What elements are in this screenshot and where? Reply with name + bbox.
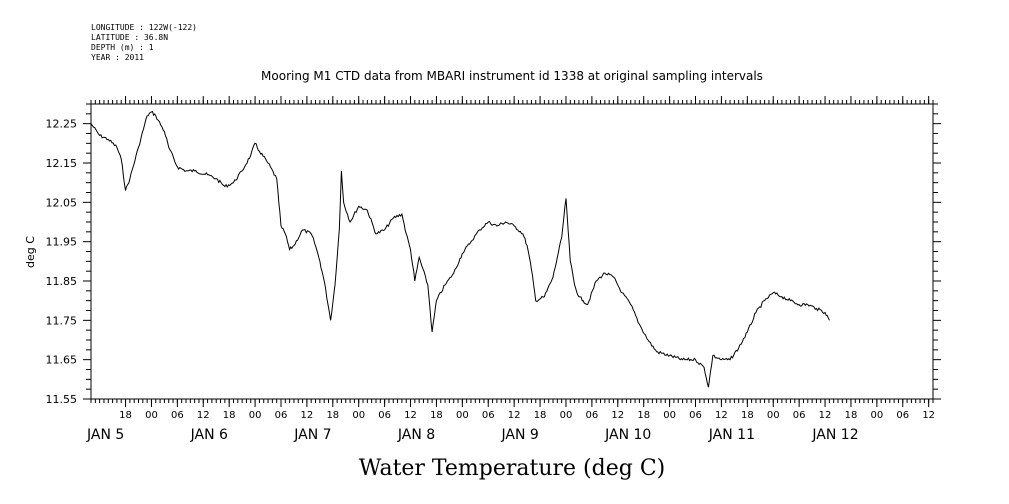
x-hour-tick-label: 18 (845, 410, 858, 421)
chart-title: Mooring M1 CTD data from MBARI instrumen… (261, 69, 763, 83)
metadata-block: LONGITUDE : 122W(-122) LATITUDE : 36.8N … (91, 23, 197, 62)
meta-longitude: LONGITUDE : 122W(-122) (91, 23, 197, 32)
x-axis-label: Water Temperature (deg C) (359, 456, 666, 481)
y-tick-label: 11.75 (46, 314, 78, 327)
x-hour-tick-label: 06 (896, 410, 909, 421)
x-hour-tick-label: 18 (637, 410, 650, 421)
x-hour-tick-label: 18 (119, 410, 132, 421)
x-day-label: JAN 6 (190, 427, 228, 443)
y-tick-label: 11.95 (46, 236, 78, 249)
x-hour-tick-label: 18 (534, 410, 547, 421)
x-day-label: JAN 10 (604, 427, 651, 443)
x-hour-tick-label: 00 (456, 410, 469, 421)
x-hour-tick-label: 00 (767, 410, 780, 421)
x-hour-tick-label: 06 (171, 410, 184, 421)
x-hour-tick-label: 12 (715, 410, 728, 421)
x-hour-tick-label: 00 (560, 410, 573, 421)
x-hour-tick-label: 06 (275, 410, 288, 421)
x-hour-tick-label: 18 (741, 410, 754, 421)
series-line (90, 110, 830, 388)
y-tick-label: 11.65 (46, 354, 78, 367)
y-axis-ticks: 11.55 11.65 11.75 11.85 11.95 12.05 12.15 12.25 (46, 103, 941, 406)
meta-year: YEAR : 2011 (91, 53, 144, 62)
x-day-label: JAN 9 (501, 427, 539, 443)
x-hour-tick-label: 12 (922, 410, 935, 421)
x-hour-tick-label: 12 (301, 410, 314, 421)
y-tick-label: 12.25 (46, 118, 78, 131)
x-hour-tick-label: 06 (689, 410, 702, 421)
x-hour-tick-label: 06 (586, 410, 599, 421)
x-hour-tick-label: 06 (793, 410, 806, 421)
x-hour-tick-label: 12 (197, 410, 210, 421)
meta-depth: DEPTH (m) : 1 (91, 43, 154, 52)
x-minor-ticks (90, 100, 934, 403)
x-hour-tick-label: 18 (326, 410, 339, 421)
x-hour-tick-label: 18 (223, 410, 236, 421)
series-layer (90, 110, 830, 388)
y-axis-label: deg C (24, 236, 37, 268)
y-tick-label: 11.85 (46, 275, 78, 288)
x-hour-tick-label: 00 (663, 410, 676, 421)
x-day-label: JAN 8 (397, 427, 435, 443)
y-tick-label: 11.55 (46, 393, 78, 406)
meta-latitude: LATITUDE : 36.8N (91, 33, 168, 42)
x-day-label: JAN 11 (708, 427, 755, 443)
x-hour-tick-label: 00 (249, 410, 262, 421)
y-tick-label: 12.15 (46, 157, 78, 170)
x-hour-tick-label: 12 (508, 410, 521, 421)
x-hour-tick-label: 12 (819, 410, 832, 421)
x-major-ticks: 18 00 06 12 18 00 06 12 18 00 06 12 18 00 06 12 18 00 06 12… (86, 96, 935, 443)
y-tick-label: 12.05 (46, 196, 78, 209)
x-day-label: JAN 12 (811, 427, 858, 443)
x-hour-tick-label: 12 (611, 410, 624, 421)
x-hour-tick-label: 00 (352, 410, 365, 421)
x-hour-tick-label: 18 (430, 410, 443, 421)
x-hour-tick-label: 06 (378, 410, 391, 421)
x-day-label: JAN 5 (86, 427, 124, 443)
x-hour-tick-label: 00 (145, 410, 158, 421)
x-hour-tick-label: 12 (404, 410, 417, 421)
x-hour-tick-label: 00 (870, 410, 883, 421)
x-day-label: JAN 7 (293, 427, 331, 443)
x-hour-tick-label: 06 (482, 410, 495, 421)
plot-frame (90, 103, 934, 400)
